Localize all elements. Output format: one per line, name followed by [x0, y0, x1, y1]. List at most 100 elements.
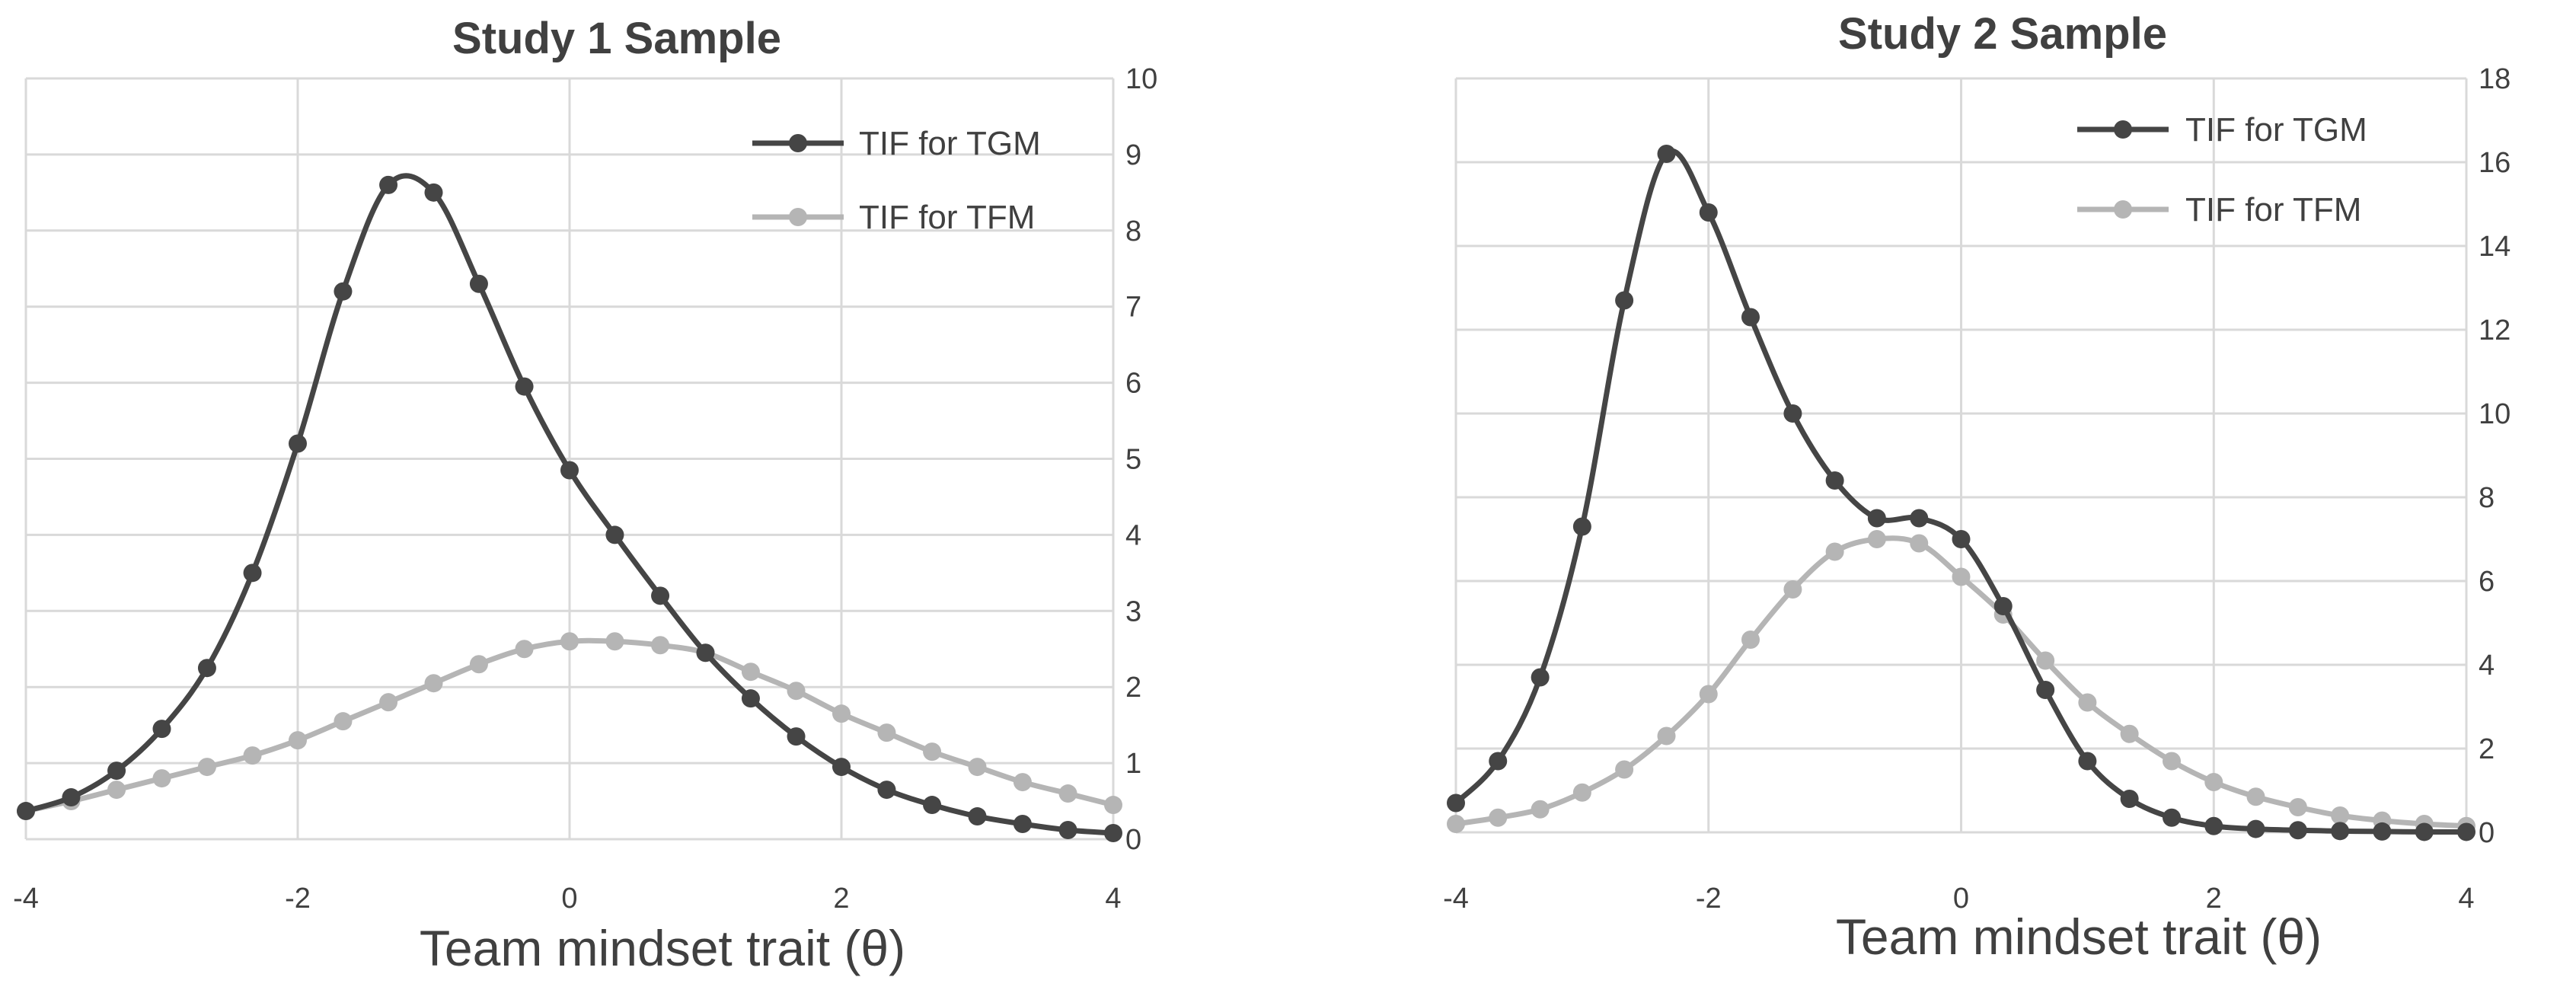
series-2-point	[1657, 726, 1676, 746]
series-1-point	[1825, 471, 1844, 490]
chart-1: 0 1 2 3 4 5 6 7 8 9 10 -4 -2 0 2 4 TIF for TGM TIF for TF…	[13, 14, 1157, 976]
series-2-point	[1615, 760, 1634, 779]
x-tick-label: -4	[1443, 883, 1469, 915]
series-2-point	[515, 640, 534, 659]
series-2-point	[1867, 530, 1886, 548]
series-1-point	[2373, 822, 2392, 841]
series-2-point	[651, 636, 670, 655]
series-2-point	[605, 632, 624, 651]
y-tick-label: 10	[1125, 63, 1157, 95]
series-1-point	[696, 643, 715, 663]
series-2-point	[1531, 800, 1550, 819]
x-tick-label: 0	[1953, 883, 1969, 915]
series-2-point	[197, 758, 216, 777]
series-1-point	[515, 377, 534, 396]
chart-title: Study 2 Sample	[1838, 9, 2167, 59]
series-1-point	[1783, 404, 1802, 423]
y-tick-label: 6	[1125, 368, 1141, 400]
legend-marker-1	[789, 134, 807, 152]
series-2-point	[1489, 808, 1508, 827]
y-tick-label: 5	[1125, 444, 1141, 476]
series-1-point	[197, 659, 216, 678]
series-1-point	[2036, 681, 2055, 699]
y-tick-label: 8	[2479, 482, 2495, 514]
series-1-point	[560, 461, 579, 480]
series-2-point	[107, 781, 126, 800]
y-tick-label: 7	[1125, 292, 1141, 324]
series-2-point	[2288, 798, 2307, 816]
series-1-point	[1572, 517, 1591, 536]
series-2-point	[2246, 787, 2265, 806]
y-tick-label: 4	[1125, 519, 1141, 551]
y-tick-label: 1	[1125, 748, 1141, 780]
series-2-point	[560, 632, 579, 651]
series-1-point	[243, 564, 262, 583]
x-axis-label: Team mindset trait (θ)	[1836, 908, 2322, 965]
series-1-point	[741, 689, 760, 708]
series-2-point	[832, 704, 851, 723]
series-1-point	[62, 788, 81, 807]
series-1-point	[469, 274, 488, 293]
series-2-point	[289, 731, 307, 750]
series-1-point	[1657, 145, 1676, 163]
series-1-point	[1993, 597, 2013, 615]
x-axis-label: Team mindset trait (θ)	[420, 920, 905, 976]
series-2-point	[1825, 542, 1844, 561]
series-2-point	[424, 674, 443, 693]
series-2-point	[1741, 631, 1760, 649]
series-1-point	[424, 183, 443, 202]
series-2-point	[787, 682, 806, 701]
series-1-point	[2415, 822, 2434, 841]
x-tick-label: 2	[833, 883, 849, 915]
series-2-point	[968, 758, 987, 777]
series-2-point	[334, 712, 353, 731]
series-1-point	[379, 175, 398, 194]
y-tick-label: 8	[1125, 216, 1141, 247]
series-1-point	[1447, 793, 1465, 813]
x-tick-label: 2	[2206, 883, 2222, 915]
series-2-point	[2331, 806, 2350, 825]
series-1-point	[1952, 530, 1971, 548]
x-tick-label: 4	[1105, 883, 1121, 915]
series-1-point	[2163, 808, 2182, 827]
y-tick-label: 6	[2479, 566, 2495, 598]
y-tick-label: 4	[2479, 650, 2495, 682]
series-2-point	[1783, 580, 1802, 599]
series-1-point	[2246, 819, 2265, 838]
series-1-point	[1531, 668, 1550, 687]
y-tick-label: 18	[2479, 63, 2511, 95]
y-tick-label: 0	[2479, 817, 2495, 849]
series-2-point	[2204, 773, 2223, 791]
series-1-point	[1741, 308, 1760, 327]
y-tick-label: 14	[2479, 231, 2511, 263]
series-1-point	[17, 802, 35, 821]
series-1-point	[605, 525, 624, 544]
series-1-point	[1104, 824, 1122, 843]
series-1-point	[2457, 822, 2475, 841]
series-2-point	[1910, 534, 1929, 553]
series-1-point	[1615, 291, 1634, 310]
series-2-point	[1013, 773, 1032, 792]
series-2-point	[1572, 783, 1591, 802]
legend-marker-2	[789, 208, 807, 226]
series-1-point	[1910, 509, 1929, 528]
y-tick-label: 2	[1125, 672, 1141, 704]
series-1-point	[1867, 509, 1886, 528]
legend-marker-1	[2114, 120, 2132, 139]
series-1-point	[651, 586, 670, 605]
series-2-point	[2078, 693, 2097, 712]
series-1-point	[968, 807, 987, 826]
series-2-point	[1058, 784, 1077, 803]
series-1-point	[152, 720, 171, 739]
series-1-point	[877, 781, 896, 800]
y-tick-label: 9	[1125, 139, 1141, 171]
series-2-point	[243, 746, 262, 765]
x-tick-label: 0	[561, 883, 577, 915]
series-1-point	[923, 796, 942, 815]
series-1-point	[289, 434, 307, 453]
legend-label-2: TIF for TFM	[859, 199, 1035, 236]
series-2-point	[2036, 651, 2055, 670]
y-tick-label: 3	[1125, 595, 1141, 627]
series-2-point	[1699, 685, 1718, 704]
